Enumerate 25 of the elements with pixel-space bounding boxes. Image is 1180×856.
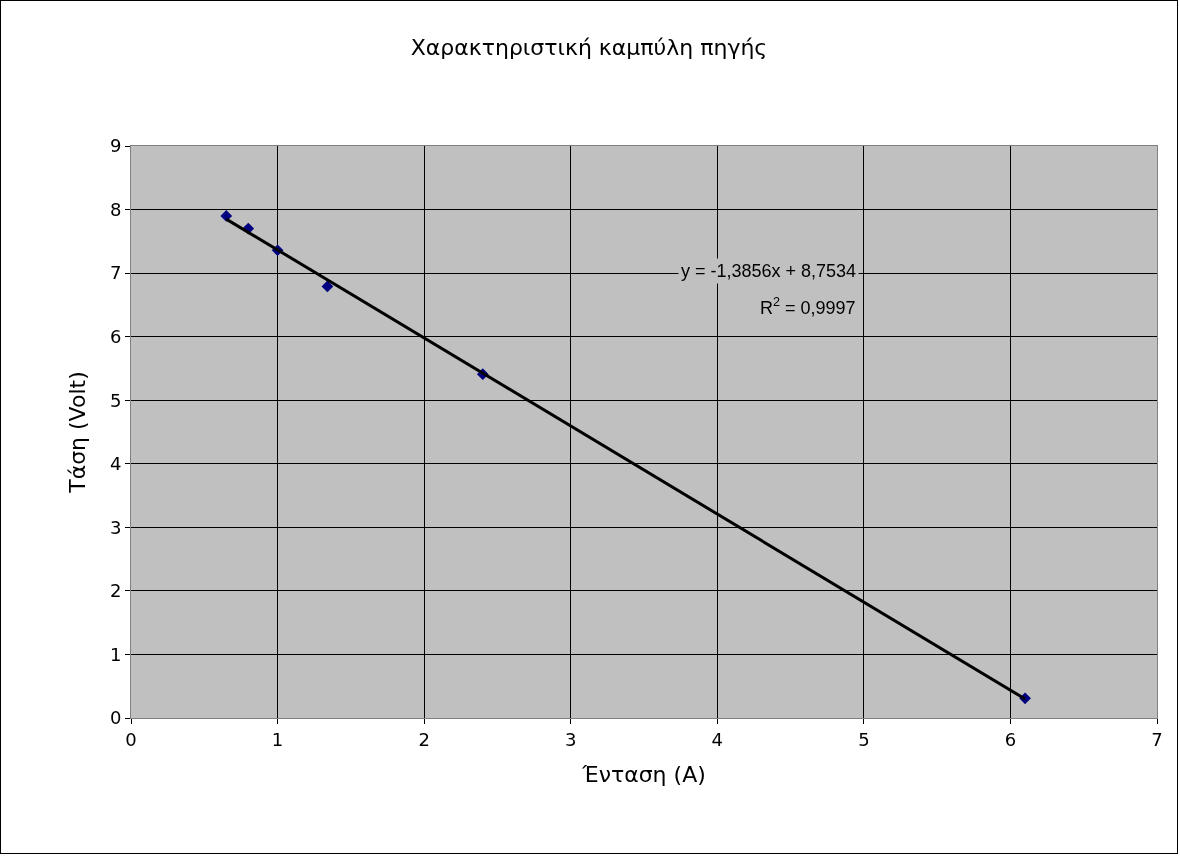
x-axis-title: Ένταση (A) — [581, 762, 706, 788]
point — [220, 210, 233, 222]
y-tick-label: 4 — [109, 453, 122, 475]
y-tick-label: 2 — [109, 580, 122, 602]
x-tick-label: 0 — [125, 728, 137, 750]
y-tick-label: 9 — [109, 135, 122, 157]
annotation: R$^{2}$ = 0,9997 — [760, 295, 856, 318]
x-tick-label: 4 — [711, 728, 724, 750]
y-tick-label: 8 — [109, 198, 122, 220]
y-tick-label: 5 — [109, 389, 122, 411]
y-tick-label: 7 — [109, 262, 122, 284]
y-tick-label: 6 — [109, 325, 122, 347]
y-tick-label: 3 — [109, 516, 122, 538]
x-tick-label: 6 — [1004, 728, 1017, 750]
x-tick-label: 7 — [1151, 728, 1163, 750]
x-tick-label: 3 — [564, 728, 577, 750]
x-tick-label: 2 — [418, 728, 430, 750]
annotation: y = -1,3856x + 8,7534 — [681, 261, 857, 281]
y-tick-label: 0 — [109, 707, 122, 729]
x-tick-label: 1 — [271, 728, 284, 750]
x-tick-label: 5 — [858, 728, 870, 750]
y-axis-title: Τάση (Volt) — [64, 371, 90, 494]
y-tick-label: 1 — [109, 643, 122, 665]
chart-title: Χαρακτηριστική καμπύλη πηγής — [410, 34, 768, 60]
point — [321, 280, 334, 293]
